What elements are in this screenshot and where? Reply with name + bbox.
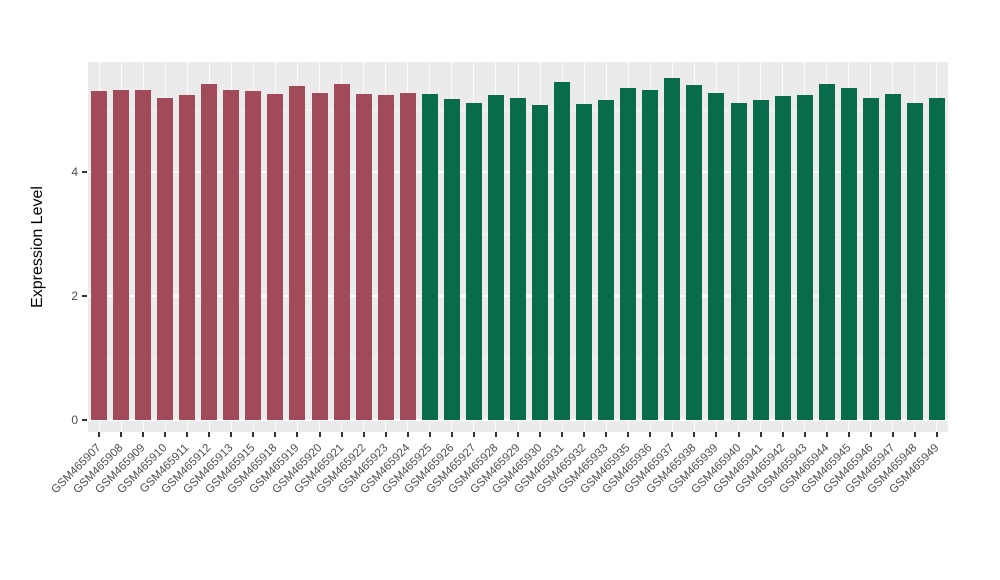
x-tick-mark [891,432,894,437]
bar [862,97,879,420]
x-tick-mark [847,432,850,437]
bar [840,87,857,420]
x-tick-mark [561,432,564,437]
bar [311,92,328,420]
x-tick-mark [737,432,740,437]
bar [730,102,747,420]
x-tick-mark [340,432,343,437]
y-tick-mark [82,295,87,297]
bar [510,97,526,420]
x-tick-mark [230,432,233,437]
x-tick-mark [428,432,431,437]
bar [774,96,791,420]
bar [664,77,681,420]
x-tick-mark [252,432,255,437]
bar [884,93,901,420]
bar [399,92,416,420]
x-tick-mark [274,432,277,437]
x-tick-mark [935,432,938,437]
bar [135,89,152,420]
bar [91,91,108,420]
bar [796,95,813,420]
x-tick-mark [186,432,189,437]
bar [532,105,549,420]
bar [333,83,350,420]
bar [642,90,659,420]
bar [355,93,372,420]
x-tick-mark [539,432,542,437]
bar [201,83,218,420]
x-tick-mark [759,432,762,437]
x-tick-mark [98,432,101,437]
y-tick-label: 4 [71,165,78,179]
x-tick-mark [605,432,608,437]
bar [289,86,306,420]
bar [179,95,196,420]
bar [377,94,394,420]
y-tick-label: 2 [71,289,78,303]
bar [576,103,593,420]
bar [554,82,571,420]
bar [267,93,284,420]
plot-panel [88,62,948,432]
bar [465,102,482,420]
bar [752,100,769,420]
x-tick-mark [164,432,167,437]
x-tick-mark [715,432,718,437]
x-tick-mark [693,432,696,437]
x-tick-mark [318,432,321,437]
x-tick-mark [825,432,828,437]
bar [906,102,923,420]
y-axis-title: Expression Level [29,186,46,308]
x-tick-mark [649,432,652,437]
bar [443,98,460,420]
x-tick-mark [913,432,916,437]
bar [157,97,174,420]
x-tick-mark [671,432,674,437]
x-tick-mark [781,432,784,437]
y-tick-label: 0 [71,413,78,427]
bar [113,90,130,420]
bar [818,83,835,420]
x-tick-mark [869,432,872,437]
x-tick-mark [472,432,475,437]
x-tick-mark [627,432,630,437]
x-tick-mark [296,432,299,437]
bar [928,97,945,420]
bar [487,95,504,420]
x-tick-mark [803,432,806,437]
x-tick-mark [142,432,145,437]
x-tick-mark [362,432,365,437]
bar [223,89,240,420]
bar [620,87,637,420]
bar [686,85,703,420]
x-tick-mark [517,432,519,437]
x-tick-mark [406,432,409,437]
x-tick-mark [583,432,586,437]
x-tick-mark [450,432,453,437]
x-tick-mark [120,432,123,437]
bar [708,92,725,420]
bar [421,93,438,420]
y-tick-mark [82,419,87,421]
x-tick-mark [208,432,211,437]
x-tick-mark [384,432,387,437]
bar [245,91,262,420]
x-tick-mark [494,432,497,437]
y-tick-mark [82,171,87,173]
bar [598,100,615,420]
